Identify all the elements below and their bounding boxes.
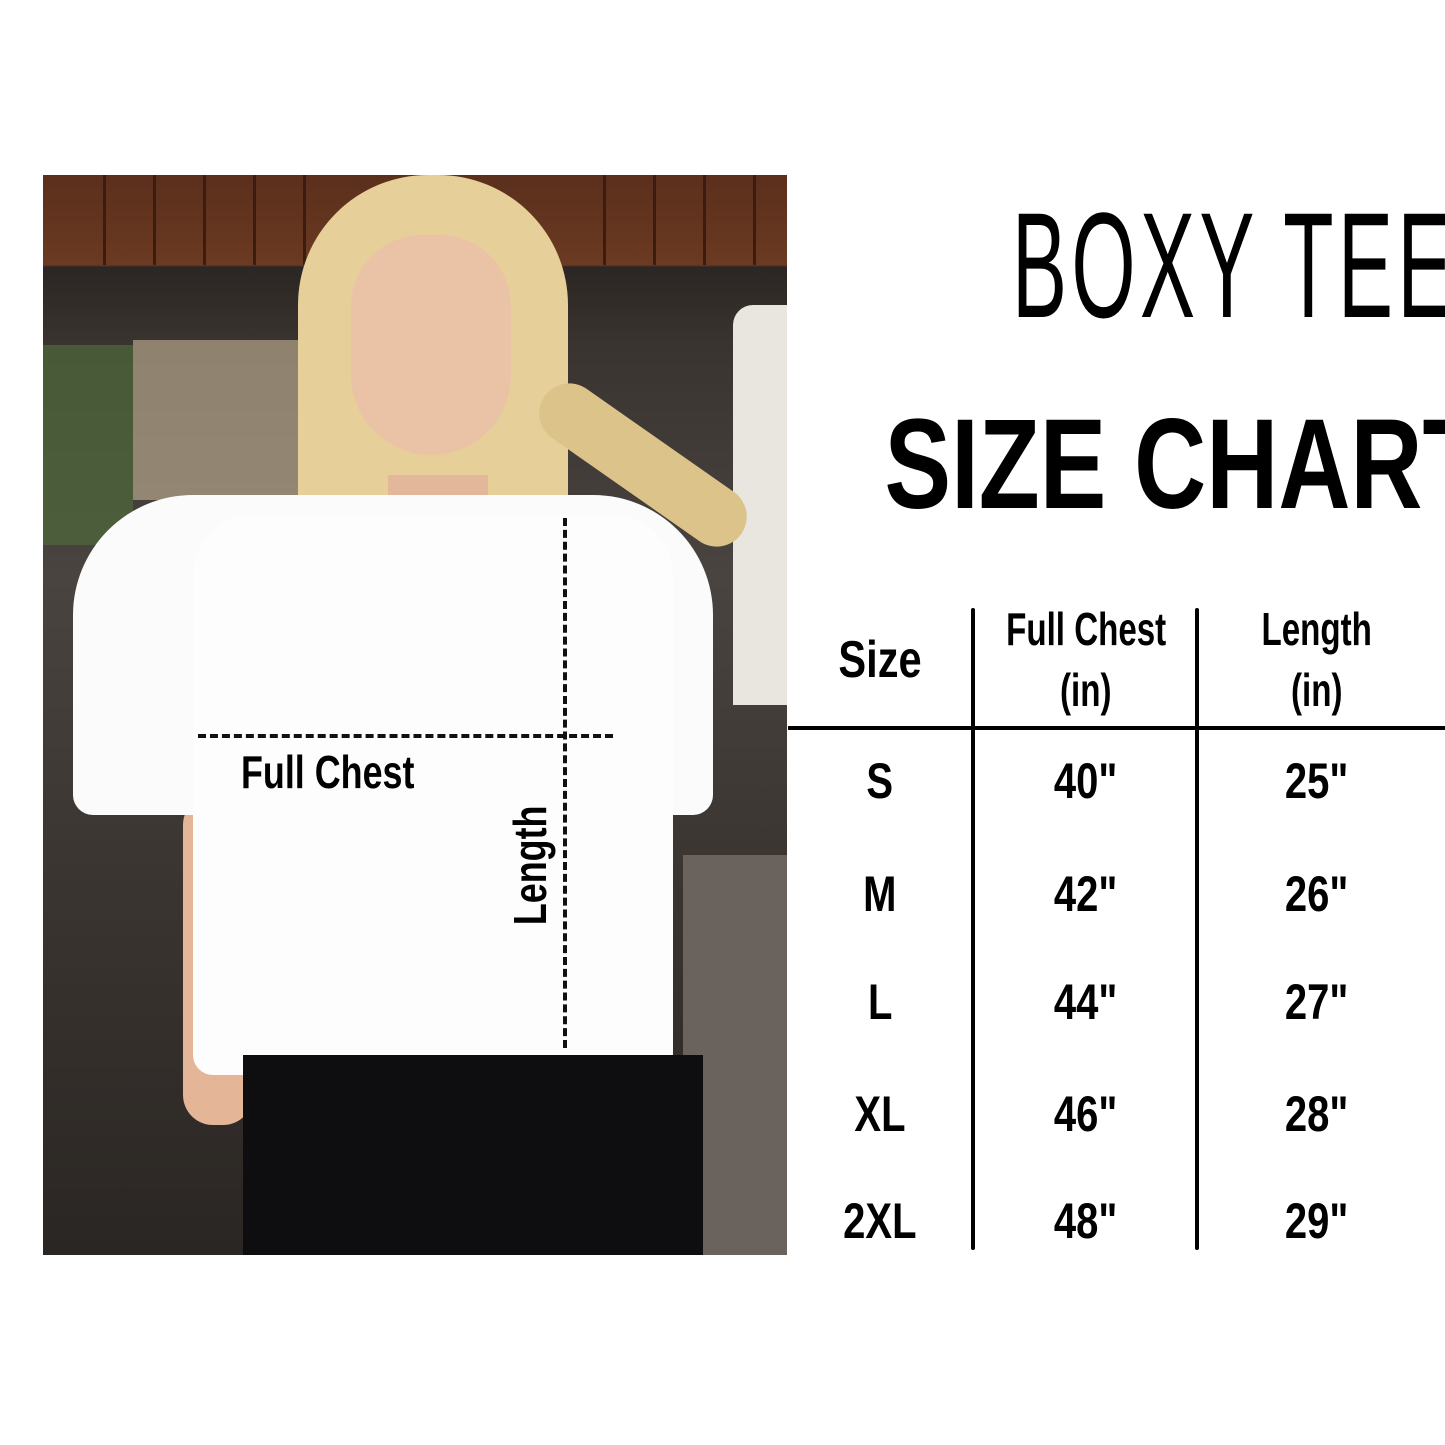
length-label: Length <box>504 805 556 925</box>
header-size: Size <box>838 631 922 689</box>
column-divider <box>971 608 975 1250</box>
size-cell: XL <box>854 1086 906 1142</box>
header-chest-unit: (in) <box>1060 664 1112 716</box>
jeans <box>243 1055 703 1255</box>
chest-cell: 44" <box>1054 974 1118 1030</box>
length-cell: 28" <box>1285 1086 1349 1142</box>
window-light <box>133 340 313 500</box>
chest-label: Full Chest <box>241 746 415 798</box>
header-length: Length <box>1261 603 1373 655</box>
length-cell: 26" <box>1285 866 1349 922</box>
tee-body <box>193 515 673 1075</box>
column-divider <box>1195 608 1199 1250</box>
chest-cell: 46" <box>1054 1086 1118 1142</box>
header-divider <box>788 726 1445 730</box>
header-length-unit: (in) <box>1291 664 1343 716</box>
size-cell: 2XL <box>843 1193 917 1249</box>
face <box>351 235 511 455</box>
chest-measure-line <box>198 734 613 738</box>
chest-cell: 48" <box>1054 1193 1118 1249</box>
size-cell: M <box>863 866 897 922</box>
chest-cell: 40" <box>1054 753 1118 809</box>
size-cell: L <box>867 974 893 1030</box>
length-cell: 25" <box>1285 753 1349 809</box>
subtitle: SIZE CHART <box>884 393 1445 536</box>
length-cell: 29" <box>1285 1193 1349 1249</box>
chest-cell: 42" <box>1054 866 1118 922</box>
plants <box>43 345 133 545</box>
model-photo: Full Chest Length <box>43 175 787 1255</box>
length-cell: 27" <box>1285 974 1349 1030</box>
header-chest: Full Chest <box>1006 603 1167 655</box>
length-measure-line <box>563 518 567 1048</box>
size-cell: S <box>866 753 894 809</box>
title: BOXY TEE <box>1011 181 1445 349</box>
